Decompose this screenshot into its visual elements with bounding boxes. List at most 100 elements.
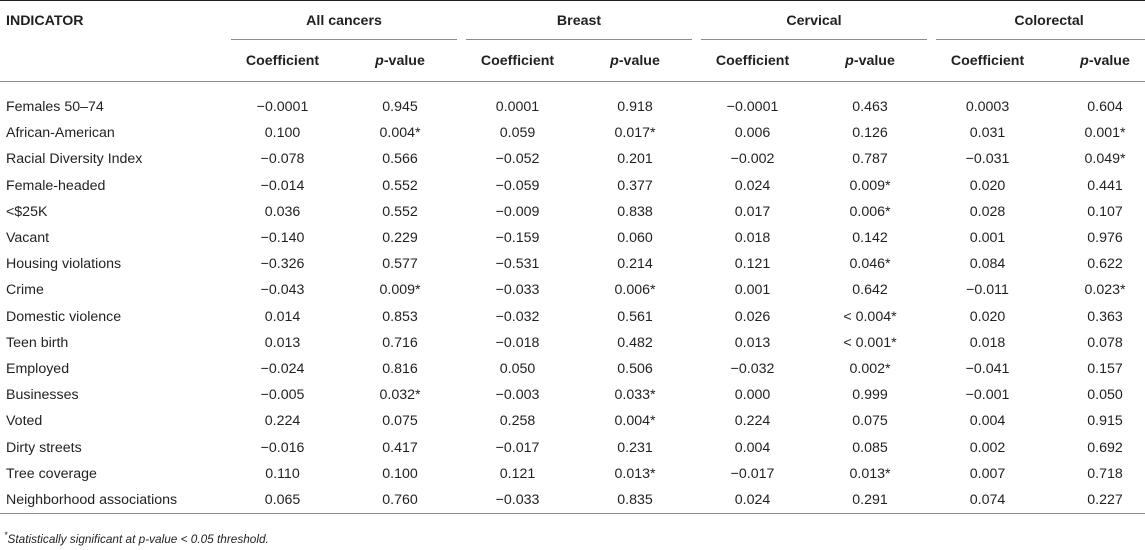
pvalue-cell: 0.229 (382, 230, 418, 247)
coefficient-cell: 0.224 (734, 413, 771, 430)
pvalue-cell: 0.157 (1087, 360, 1123, 377)
coefficient-cell: −0.033 (495, 282, 540, 299)
coefficient-cell: −0.0001 (726, 99, 779, 116)
indicator-cell: Voted (6, 413, 43, 430)
coefficient-cell: 0.017 (734, 203, 771, 220)
coefficient-cell: 0.059 (499, 125, 536, 142)
indicator-cell: Housing violations (6, 256, 122, 273)
table-row: Housing violations −0.326 0.577 −0.531 0.214… (0, 251, 1145, 277)
pvalue-cell: 0.787 (852, 151, 888, 168)
footnote: *Statistically significant at p-value < … (4, 530, 269, 546)
pvalue-cell: < 0.004* (843, 308, 897, 325)
coefficient-cell: −0.078 (260, 151, 305, 168)
table-row: Domestic violence 0.014 0.853 −0.032 0.561 0.… (0, 304, 1145, 330)
indicator-cell: Domestic violence (6, 308, 122, 325)
pvalue-cell: 0.441 (1087, 177, 1123, 194)
pvalue-cell: 0.760 (340, 486, 460, 514)
table-row: Crime −0.043 0.009* −0.033 0.006* 0.001 0.642 −… (0, 277, 1145, 303)
footnote-mark: * (4, 530, 8, 540)
pvalue-header: p-value (575, 41, 696, 82)
coefficient-cell: −0.140 (260, 230, 305, 247)
pvalue-cell: 0.002* (849, 360, 891, 377)
coefficient-cell: 0.013 (734, 334, 771, 351)
pvalue-cell: 0.085 (852, 439, 888, 456)
pvalue-cell: 0.001* (1084, 125, 1126, 142)
pvalue-cell: 0.227 (1045, 486, 1145, 514)
pvalue-cell: 0.033* (614, 387, 656, 404)
group-header-breast: Breast (460, 0, 696, 41)
coefficient-cell: 0.036 (264, 203, 301, 220)
coefficient-cell: 0.001 (734, 282, 771, 299)
coef-header: Coefficient (695, 41, 811, 82)
pvalue-cell: 0.561 (617, 308, 653, 325)
pvalue-cell: 0.463 (852, 99, 888, 116)
pvalue-cell: 0.004* (379, 125, 421, 142)
pvalue-cell: 0.100 (382, 465, 418, 482)
coefficient-cell: 0.0001 (495, 99, 540, 116)
coefficient-cell: 0.006 (734, 125, 771, 142)
pvalue-cell: 0.049* (1084, 151, 1126, 168)
group-header-colorectal: Colorectal (930, 0, 1145, 41)
pvalue-cell: 0.506 (617, 360, 653, 377)
table-row: Voted 0.224 0.075 0.258 0.004* 0.224 0.075 0.00… (0, 408, 1145, 434)
coefficient-cell: −0.014 (260, 177, 305, 194)
pvalue-header: p-value (340, 41, 460, 82)
coefficient-cell: 0.018 (734, 230, 771, 247)
group-header-all-cancers: All cancers (225, 0, 460, 41)
indicator-cell: Female-headed (6, 177, 106, 194)
coefficient-cell: −0.002 (730, 151, 775, 168)
coefficient-cell: −0.032 (730, 360, 775, 377)
coefficient-cell: 0.007 (969, 465, 1006, 482)
coef-header: Coefficient (460, 41, 575, 82)
pvalue-cell: 0.214 (617, 256, 653, 273)
pvalue-cell: 0.004* (614, 413, 656, 430)
group-header-cervical: Cervical (695, 0, 931, 41)
pvalue-cell: 0.078 (1087, 334, 1123, 351)
coefficient-cell: 0.002 (969, 439, 1006, 456)
coef-header: Coefficient (225, 41, 340, 82)
coefficient-cell: 0.074 (930, 486, 1046, 514)
coefficient-cell: 0.258 (499, 413, 536, 430)
pvalue-cell: 0.046* (849, 256, 891, 273)
indicator-cell: Neighborhood associations (0, 486, 225, 514)
coefficient-cell: 0.020 (969, 177, 1006, 194)
pvalue-cell: 0.976 (1087, 230, 1123, 247)
results-table-container: INDICATOR All cancers Breast Cervical Co… (0, 0, 1145, 514)
pvalue-cell: 0.552 (382, 177, 418, 194)
pvalue-cell: 0.032* (379, 387, 421, 404)
coefficient-cell: 0.024 (734, 177, 771, 194)
pvalue-cell: 0.107 (1087, 203, 1123, 220)
coefficient-cell: 0.004 (969, 413, 1006, 430)
pvalue-cell: 0.718 (1087, 465, 1123, 482)
coefficient-cell: −0.052 (495, 151, 540, 168)
coefficient-cell: 0.000 (734, 387, 771, 404)
indicator-cell: Racial Diversity Index (6, 151, 143, 168)
pvalue-cell: < 0.001* (843, 334, 897, 351)
pvalue-cell: 0.918 (617, 99, 653, 116)
pvalue-cell: 0.417 (382, 439, 418, 456)
pvalue-cell: 0.050 (1087, 387, 1123, 404)
coefficient-cell: −0.326 (260, 256, 305, 273)
coefficient-cell: −0.009 (495, 203, 540, 220)
pvalue-cell: 0.291 (810, 486, 931, 514)
pvalue-cell: 0.060 (617, 230, 653, 247)
pvalue-cell: 0.604 (1087, 99, 1123, 116)
coefficient-cell: 0.028 (969, 203, 1006, 220)
table-row: <$25K 0.036 0.552 −0.009 0.838 0.017 0.006* 0.0… (0, 199, 1145, 225)
coefficient-cell: 0.224 (264, 413, 301, 430)
pvalue-cell: 0.853 (382, 308, 418, 325)
coefficient-cell: 0.100 (264, 125, 301, 142)
coefficient-cell: −0.005 (260, 387, 305, 404)
coefficient-cell: −0.041 (965, 360, 1010, 377)
coefficient-cell: −0.043 (260, 282, 305, 299)
coefficient-cell: −0.531 (495, 256, 540, 273)
coefficient-cell: 0.0003 (965, 99, 1010, 116)
pvalue-cell: 0.126 (852, 125, 888, 142)
pvalue-cell: 0.006* (849, 203, 891, 220)
pvalue-cell: 0.716 (382, 334, 418, 351)
pvalue-cell: 0.142 (852, 230, 888, 247)
pvalue-cell: 0.816 (382, 360, 418, 377)
table-row: Neighborhood associations 0.065 0.760 −0.03… (0, 486, 1145, 514)
subheader-row: Coefficient p-value Coefficient p-value … (0, 41, 1145, 82)
table-row: Vacant −0.140 0.229 −0.159 0.060 0.018 0.142 0.… (0, 225, 1145, 251)
